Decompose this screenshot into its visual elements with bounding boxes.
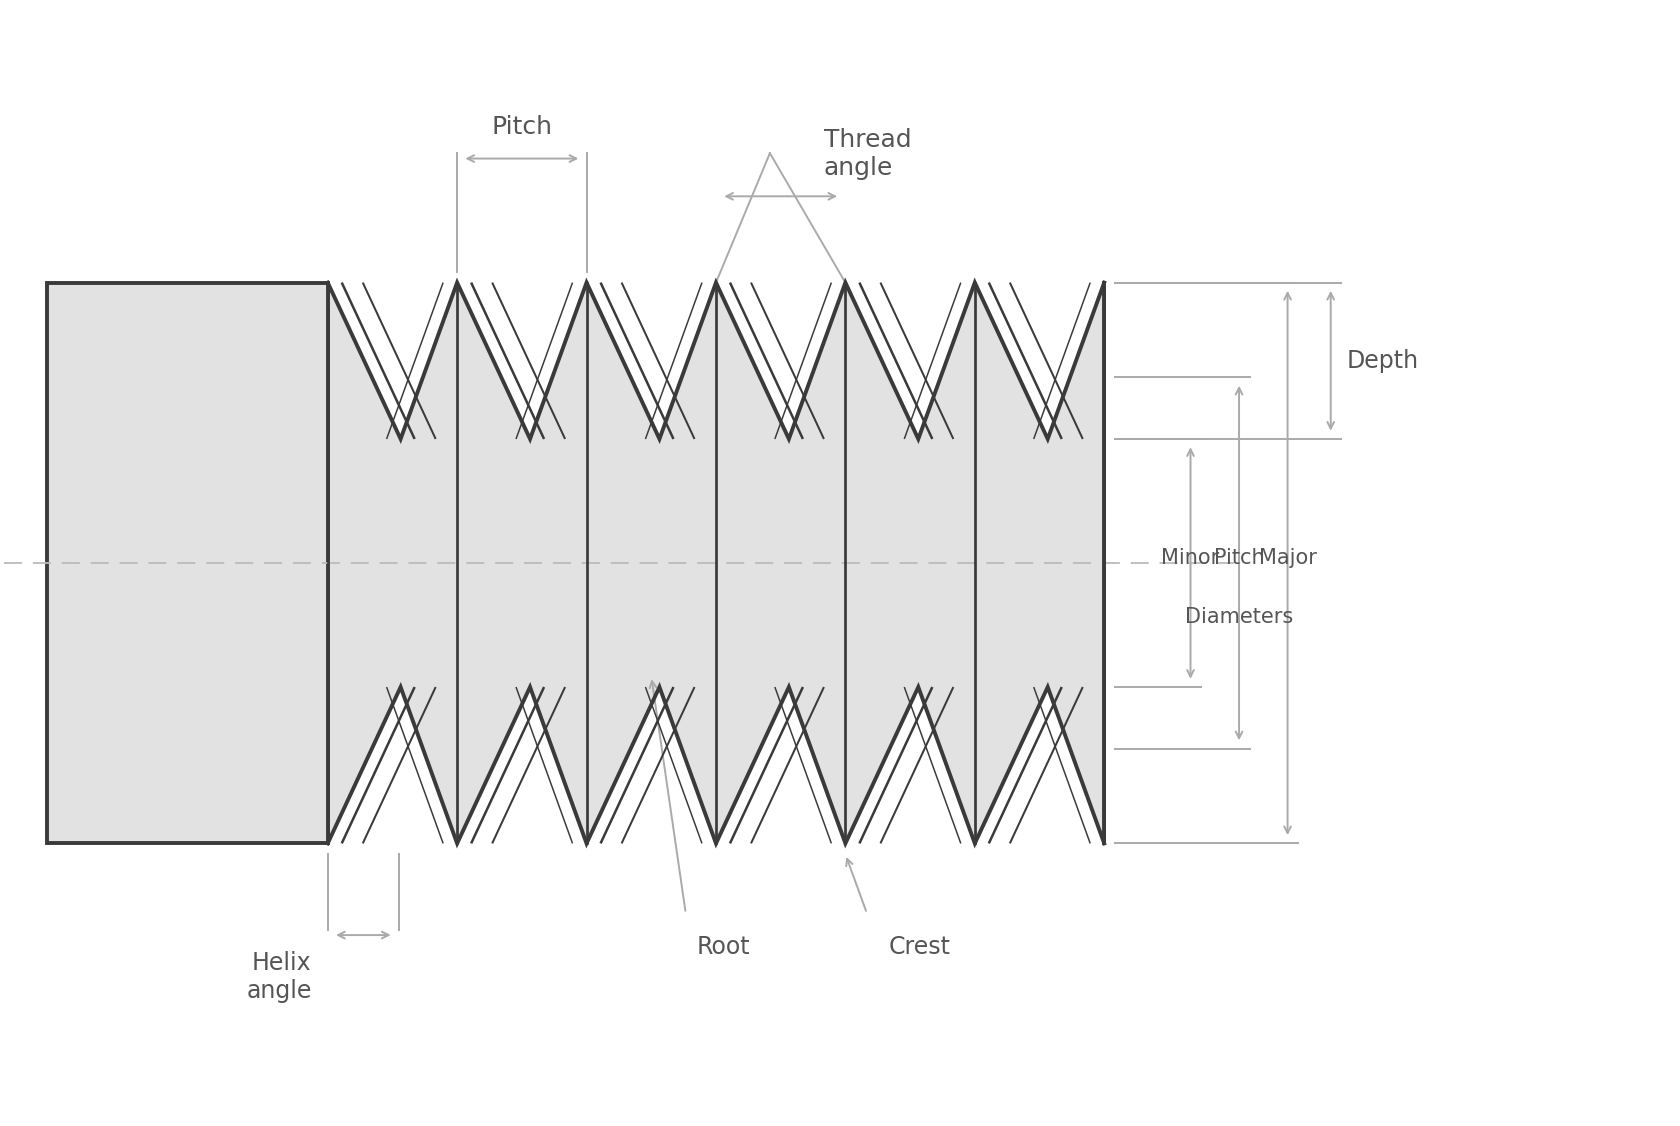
Text: Root: Root [697,935,751,959]
Polygon shape [47,283,328,843]
Text: Diameters: Diameters [1184,607,1294,627]
Text: Helix
angle: Helix angle [247,951,311,1003]
Text: Depth: Depth [1347,349,1420,373]
Text: Thread
angle: Thread angle [823,128,912,180]
Text: Pitch: Pitch [491,115,553,140]
Text: Pitch: Pitch [1213,547,1265,568]
Text: Crest: Crest [889,935,951,959]
Polygon shape [328,283,1104,843]
Text: Minor: Minor [1161,547,1220,568]
Text: Major: Major [1258,547,1317,568]
